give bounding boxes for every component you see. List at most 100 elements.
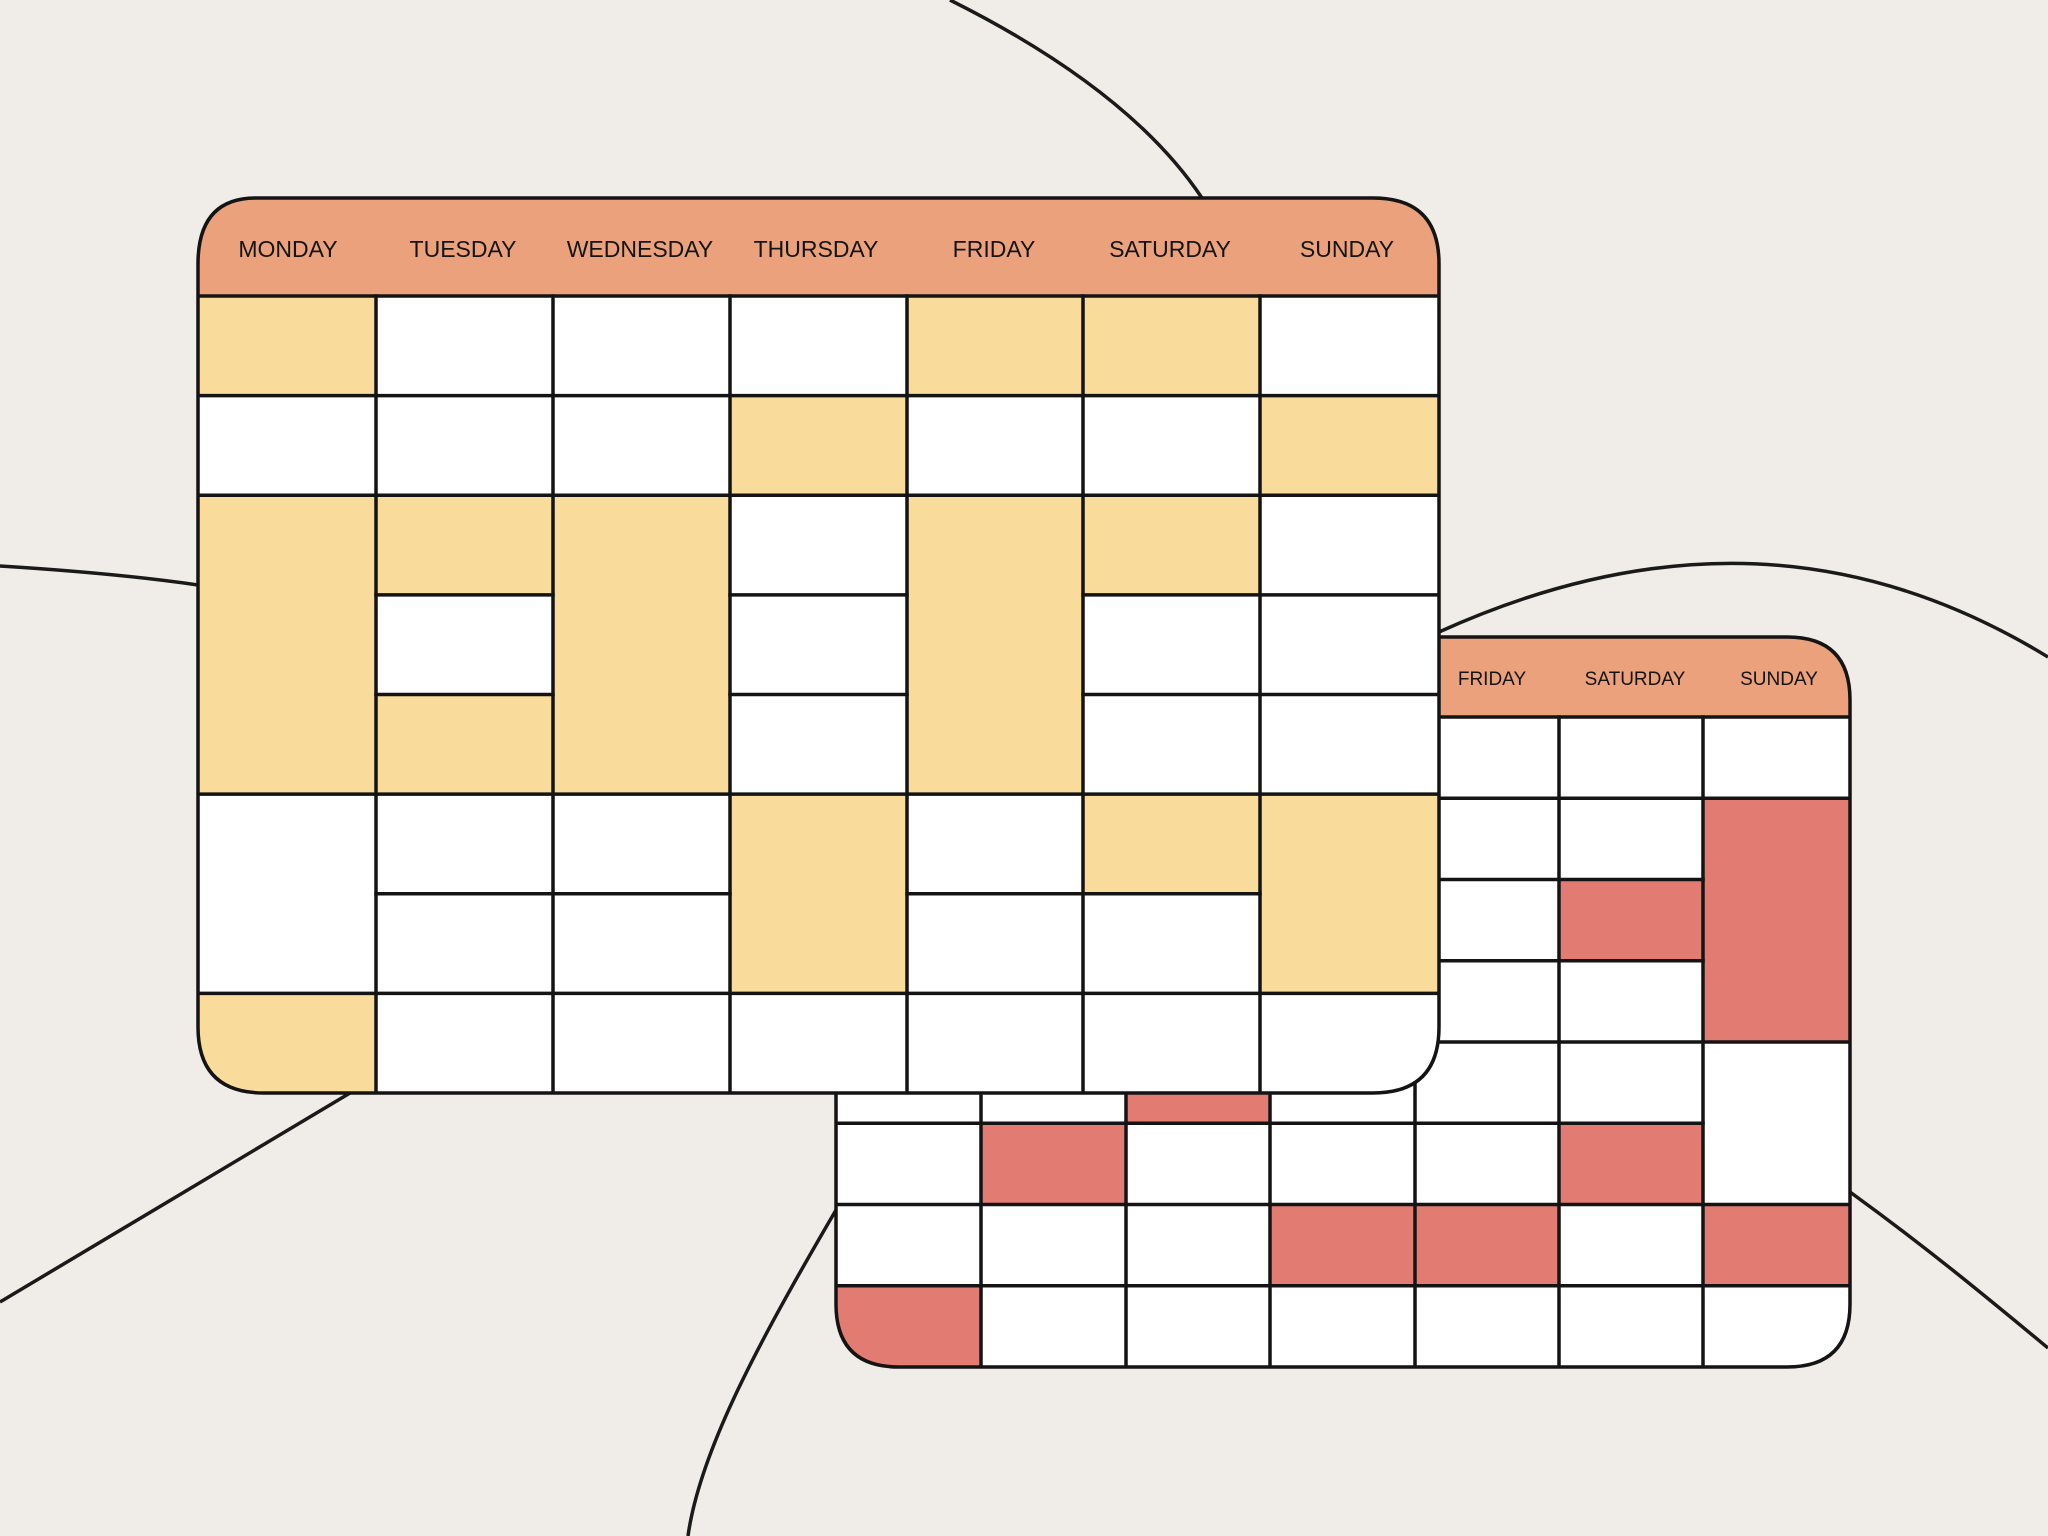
back-slot-5-3-empty[interactable] [1559, 960, 1703, 1042]
front-slot-6-0-empty[interactable] [1260, 296, 1439, 396]
day-label-friday: FRIDAY [953, 236, 1036, 262]
front-slot-0-0-event[interactable] [198, 296, 376, 396]
front-slot-6-4-empty[interactable] [1260, 694, 1439, 795]
front-slot-3-3-empty[interactable] [730, 594, 907, 695]
back-slot-4-6-event[interactable] [1415, 1204, 1559, 1286]
back-slot-3-5-empty[interactable] [1270, 1123, 1415, 1205]
day-label-monday: MONDAY [238, 236, 337, 262]
day-label-saturday: SATURDAY [1109, 236, 1231, 262]
back-slot-2-7-empty[interactable] [1126, 1285, 1270, 1367]
back-slot-4-4-empty[interactable] [1415, 1042, 1559, 1124]
front-slot-6-1-event[interactable] [1260, 395, 1439, 496]
front-slot-4-4-empty[interactable] [907, 893, 1083, 994]
front-slot-3-6-empty[interactable] [730, 993, 907, 1093]
back-slot-1-6-empty[interactable] [981, 1204, 1126, 1286]
front-slot-4-3-empty[interactable] [907, 794, 1083, 894]
day-label-sunday: SUNDAY [1300, 236, 1394, 262]
back-slot-6-4-empty[interactable] [1703, 1285, 1850, 1367]
curve-right-arc [1438, 561, 2048, 659]
back-slot-0-7-event[interactable] [836, 1285, 981, 1367]
back-slot-3-7-empty[interactable] [1270, 1285, 1415, 1367]
front-slot-4-2-event[interactable] [907, 495, 1083, 795]
front-slot-3-4-empty[interactable] [730, 694, 907, 795]
day-label-tuesday: TUESDAY [410, 236, 517, 262]
front-calendar-header [198, 198, 1439, 296]
front-slot-5-4-empty[interactable] [1083, 694, 1260, 795]
front-slot-4-1-empty[interactable] [907, 395, 1083, 496]
front-slot-3-2-empty[interactable] [730, 495, 907, 595]
front-slot-1-3-empty[interactable] [376, 594, 553, 695]
front-slot-0-1-empty[interactable] [198, 395, 376, 496]
back-slot-4-5-empty[interactable] [1415, 1123, 1559, 1205]
front-slot-0-3-empty[interactable] [198, 794, 376, 994]
back-slot-6-3-event[interactable] [1703, 1204, 1850, 1286]
front-slot-5-0-event[interactable] [1083, 296, 1260, 396]
front-slot-5-3-empty[interactable] [1083, 594, 1260, 695]
front-slot-6-6-empty[interactable] [1260, 993, 1439, 1093]
curve-top [949, 0, 1204, 199]
curve-left [0, 564, 199, 587]
back-slot-1-7-empty[interactable] [981, 1285, 1126, 1367]
back-slot-5-6-empty[interactable] [1559, 1204, 1703, 1286]
curve-bottom-right [1848, 1190, 2048, 1350]
front-slot-5-6-empty[interactable] [1083, 893, 1260, 994]
front-slot-0-5-empty[interactable] [198, 1093, 376, 1193]
front-calendar: MONDAY TUESDAY WEDNESDAY THURSDAY FRIDAY… [196, 196, 1441, 1193]
front-slot-3-0-empty[interactable] [730, 296, 907, 396]
back-slot-2-5-empty[interactable] [1126, 1123, 1270, 1205]
back-slot-0-6-empty[interactable] [836, 1204, 981, 1286]
front-slot-1-7-empty[interactable] [376, 993, 553, 1093]
front-slot-5-1-empty[interactable] [1083, 395, 1260, 496]
front-slot-0-4-event[interactable] [198, 993, 376, 1093]
front-slot-2-5-empty[interactable] [553, 993, 730, 1093]
day-label-wednesday: WEDNESDAY [567, 236, 714, 262]
front-slot-5-2-event[interactable] [1083, 495, 1260, 595]
front-slot-3-5-event[interactable] [730, 794, 907, 994]
front-slot-1-0-empty[interactable] [376, 296, 553, 396]
back-slot-1-5-event[interactable] [981, 1123, 1126, 1205]
front-slot-2-1-empty[interactable] [553, 395, 730, 496]
back-slot-6-2-empty[interactable] [1703, 1042, 1850, 1205]
back-day-label-sunday: SUNDAY [1740, 669, 1818, 690]
front-slot-6-3-empty[interactable] [1260, 594, 1439, 695]
front-slot-5-7-empty[interactable] [1083, 993, 1260, 1093]
front-slot-1-6-empty[interactable] [376, 893, 553, 994]
back-slot-5-0-empty[interactable] [1559, 717, 1703, 799]
back-slot-4-7-empty[interactable] [1415, 1285, 1559, 1367]
front-slot-2-4-empty[interactable] [553, 893, 730, 994]
back-slot-6-0-empty[interactable] [1703, 717, 1850, 799]
front-slot-1-4-event[interactable] [376, 694, 553, 795]
front-slot-1-1-empty[interactable] [376, 395, 553, 496]
back-slot-5-4-empty[interactable] [1559, 1042, 1703, 1124]
back-slot-0-5-empty[interactable] [836, 1123, 981, 1205]
front-slot-1-2-event[interactable] [376, 495, 553, 595]
front-slot-4-5-empty[interactable] [907, 993, 1083, 1093]
back-slot-2-6-empty[interactable] [1126, 1204, 1270, 1286]
back-slot-5-7-empty[interactable] [1559, 1285, 1703, 1367]
back-slot-3-6-event[interactable] [1270, 1204, 1415, 1286]
front-slot-0-2-event[interactable] [198, 495, 376, 795]
front-slot-6-2-empty[interactable] [1260, 495, 1439, 595]
back-slot-6-1-event[interactable] [1703, 798, 1850, 1042]
front-slot-4-0-event[interactable] [907, 296, 1083, 396]
day-label-thursday: THURSDAY [754, 236, 879, 262]
curve-bottom [686, 1209, 838, 1536]
front-slot-6-5-event[interactable] [1260, 794, 1439, 994]
front-slot-2-2-event[interactable] [553, 495, 730, 795]
back-calendar-outline [834, 635, 1852, 1369]
front-calendar-gridlines [198, 294, 1439, 1093]
back-slot-5-2-event[interactable] [1559, 879, 1703, 961]
back-day-label-saturday: SATURDAY [1585, 669, 1686, 690]
front-slot-1-5-empty[interactable] [376, 794, 553, 894]
front-slot-2-0-empty[interactable] [553, 296, 730, 396]
front-calendar-outline [196, 196, 1441, 1095]
front-slot-2-3-empty[interactable] [553, 794, 730, 894]
front-slot-3-1-event[interactable] [730, 395, 907, 496]
curve-lower-left [0, 1091, 351, 1304]
back-slot-5-1-empty[interactable] [1559, 798, 1703, 880]
front-calendar-cells [198, 296, 1439, 1193]
back-slot-5-5-event[interactable] [1559, 1123, 1703, 1205]
front-slot-5-5-event[interactable] [1083, 794, 1260, 894]
